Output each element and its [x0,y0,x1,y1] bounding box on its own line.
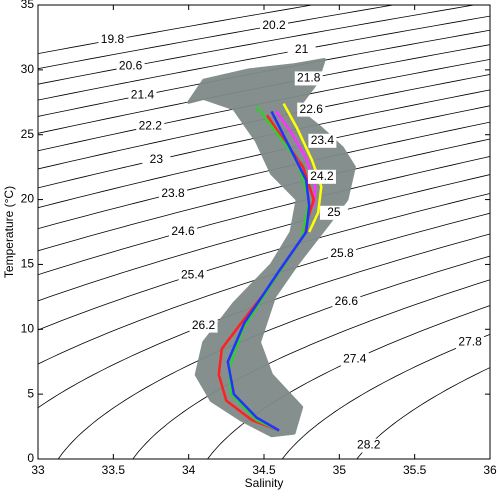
contour-label-bg [142,153,171,168]
density-contour [38,138,490,252]
x-tick-label: 35.5 [403,463,427,477]
contour-label-bg [287,42,316,57]
contour-label: 21 [295,42,309,56]
contour-label-bg [340,352,369,367]
x-tick-label: 33 [31,463,45,477]
profile-line [275,110,317,207]
scatter-cloud [187,58,356,438]
y-tick-label: 0 [27,451,34,465]
contour-label: 26.2 [192,318,216,332]
density-contour [281,333,490,459]
y-tick-label: 15 [21,257,35,271]
x-tick-label: 36 [483,463,497,477]
label-layer: 19.8 20.2 20.6 21 21.4 21.8 22.2 22.6 23 23.4 23.8… [98,18,485,453]
contour-label: 23.8 [161,186,185,200]
contour-label: 24.6 [171,224,195,238]
density-contour [57,255,490,459]
x-tick-label: 34.5 [252,463,276,477]
contour-label-bg [319,205,348,220]
contour-label-bg [98,33,127,48]
contour-label: 25 [327,205,341,219]
contour-label: 21.8 [297,71,321,85]
contour-label: 20.6 [119,59,143,73]
x-tick-label: 33.5 [102,463,126,477]
contour-label-bg [328,246,357,261]
contour-label: 23 [150,152,164,166]
y-tick-label: 25 [21,127,35,141]
density-contour [38,5,477,85]
contour-label: 25.8 [330,246,354,260]
contour-label: 23.4 [311,133,335,147]
contour-label-bg [136,119,165,134]
density-contour [38,44,490,134]
contour-label-bg [297,102,326,117]
contour-label: 19.8 [101,32,125,46]
x-tick-label: 34 [182,463,196,477]
contour-label: 27.4 [343,351,367,365]
density-contour [38,174,490,302]
contour-label-bg [128,88,157,103]
density-contour [207,305,490,459]
contour-label-bg [307,169,336,184]
contour-label-bg [169,225,198,239]
data-layer [187,58,356,438]
contour-label: 20.2 [262,18,286,32]
density-contour [38,233,490,409]
y-tick-label: 20 [21,192,35,206]
y-axis-label: Temperature (°C) [2,186,16,278]
contour-label: 22.2 [139,119,163,133]
density-contour [38,58,490,152]
contour-label-bg [308,133,337,148]
density-contour [356,367,490,459]
contour-label-bg [332,294,361,309]
y-tick-label: 35 [21,0,35,11]
y-tick-label: 30 [21,62,35,76]
y-tick-label: 5 [27,386,34,400]
contour-label-bg [189,318,218,333]
contour-label-bg [116,59,145,74]
contour-label: 27.8 [458,335,482,349]
x-tick-label: 35 [333,463,347,477]
density-contour [38,193,490,331]
contour-label: 26.6 [335,294,359,308]
density-contour [38,15,490,101]
contour-label: 24.2 [310,169,334,183]
contour-label: 21.4 [131,87,155,101]
contour-label: 22.6 [300,102,324,116]
contour-label-bg [354,438,383,453]
contour-label-bg [159,186,188,201]
contour-label: 25.4 [181,267,205,281]
y-tick-label: 10 [21,321,35,335]
density-contour [38,212,490,365]
contour-label-bg [294,71,323,86]
profile-line [226,110,311,432]
contour-label-bg [260,18,289,33]
contour-label: 28.2 [357,438,381,452]
contour-label-bg [456,335,485,350]
x-axis-label: Salinity [245,476,284,490]
contour-label-bg [178,268,207,283]
